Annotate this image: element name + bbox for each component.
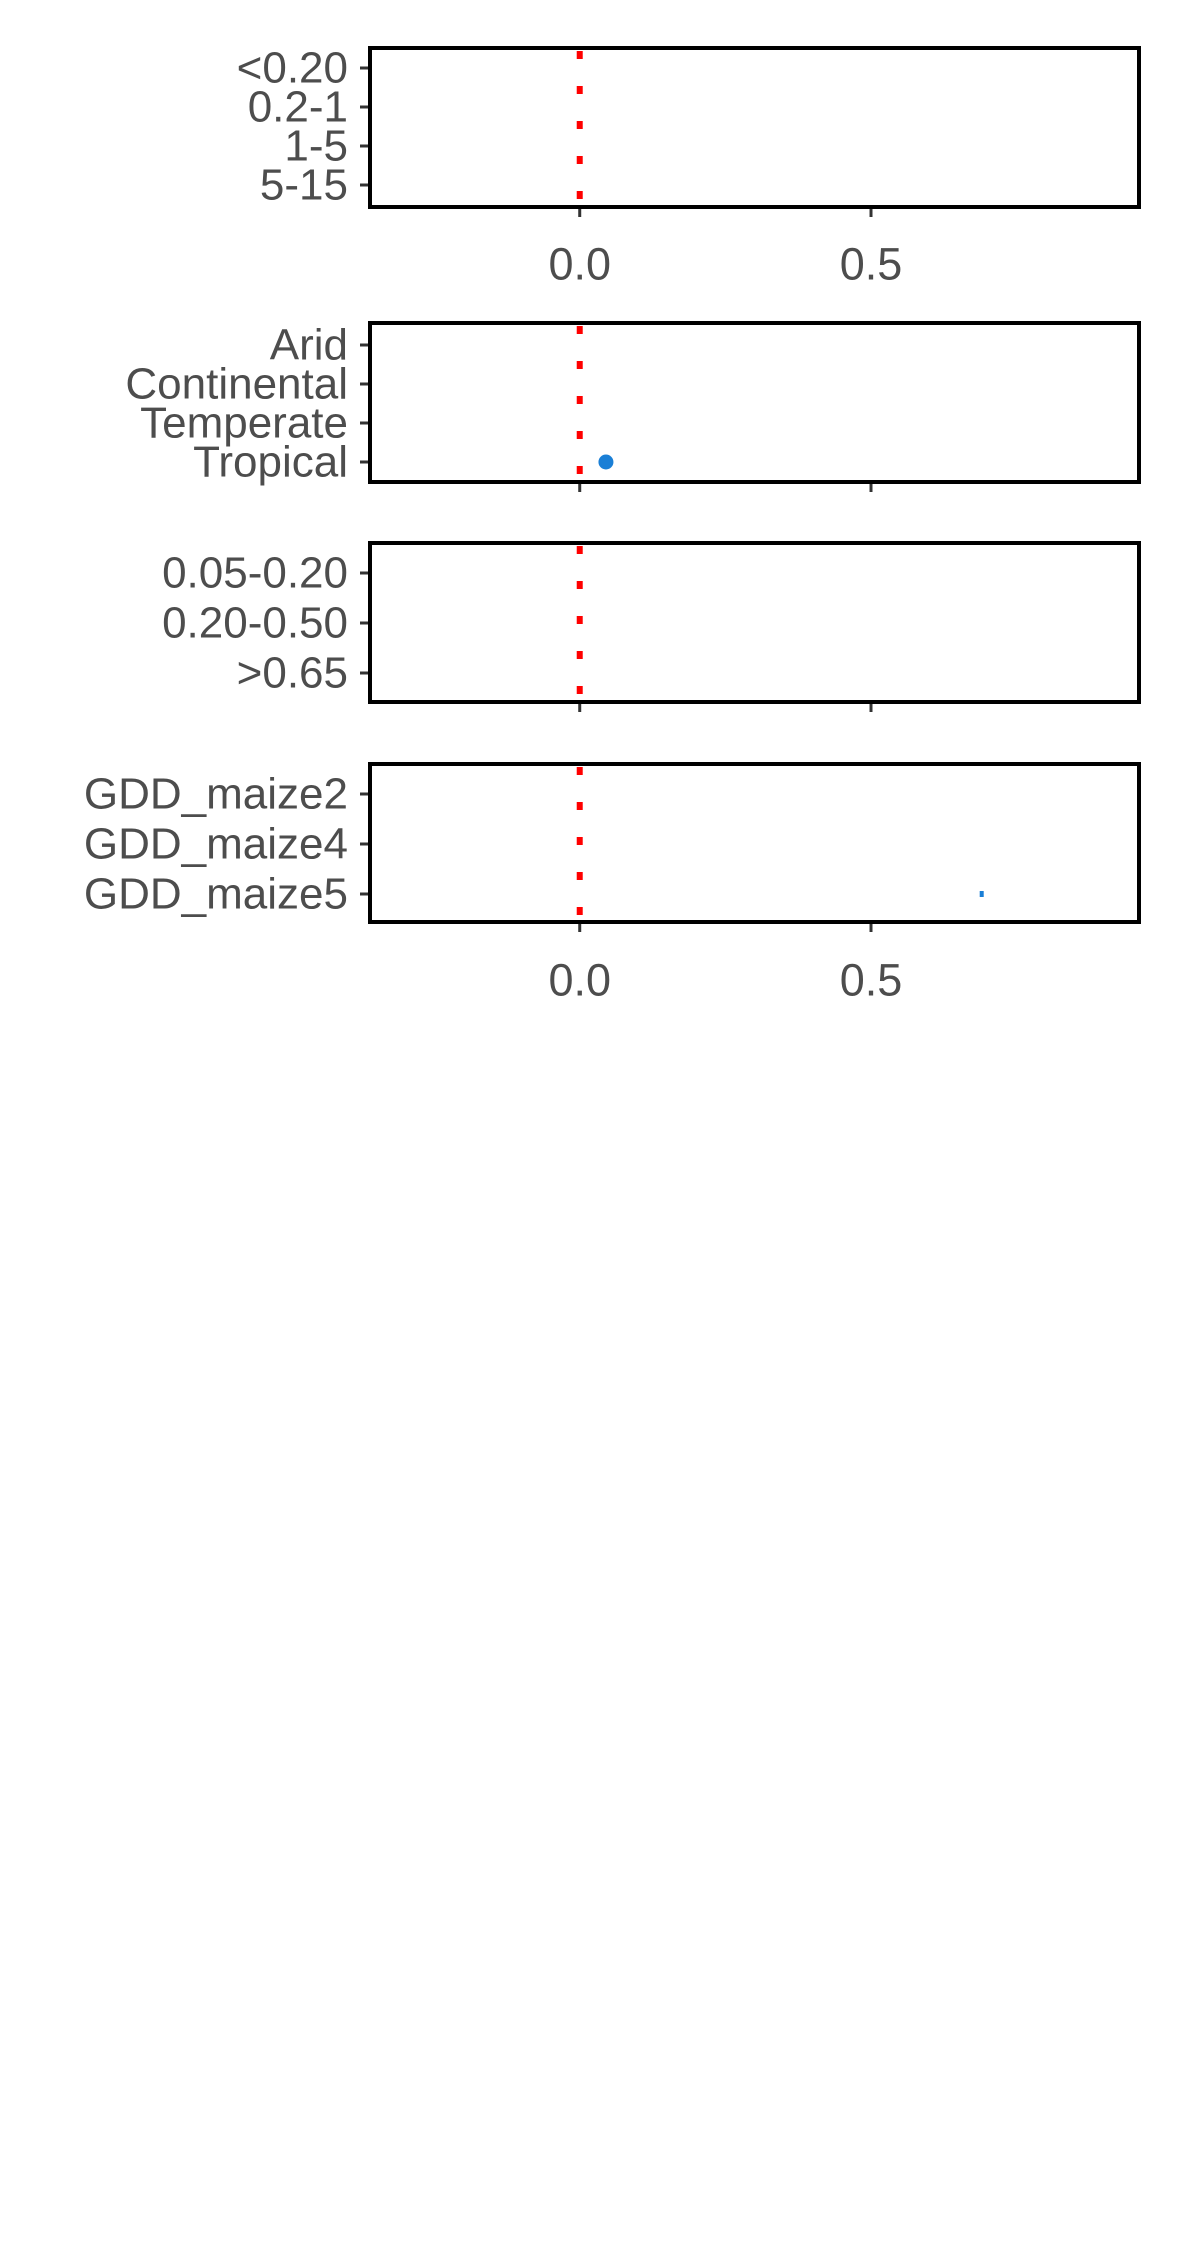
y-tick-label: 5-15: [260, 161, 348, 210]
y-tick-label: 0.20-0.50: [162, 599, 348, 648]
panel-1: <0.200.2-11-55-15 0.0 0.5: [237, 44, 1141, 290]
y-tick-label: >0.65: [237, 649, 348, 698]
y-tick-label: GDD_maize2: [84, 770, 348, 819]
y-tick-label: Temperate: [140, 399, 348, 448]
y-tick-label: Arid: [270, 321, 348, 370]
data-point: [979, 891, 984, 897]
panel-border: [368, 321, 1141, 484]
y-tick-label: Tropical: [193, 438, 348, 487]
data-point: [598, 454, 614, 470]
x-tick-label: 0.5: [840, 955, 903, 1006]
y-tick-label: GDD_maize5: [84, 870, 348, 919]
y-tick-label: 0.05-0.20: [162, 549, 348, 598]
y-tick-label: 1-5: [284, 122, 348, 171]
y-tick-label: 0.2-1: [248, 83, 348, 132]
y-tick-label: <0.20: [237, 44, 348, 93]
panel-border: [368, 762, 1141, 924]
y-tick-label: Continental: [125, 360, 348, 409]
panel-3: 0.05-0.200.20-0.50>0.65: [162, 541, 1141, 712]
panel-border: [368, 46, 1141, 209]
panel-border: [368, 541, 1141, 704]
x-tick-label: 0.5: [840, 239, 903, 290]
x-tick-label: 0.0: [548, 955, 611, 1006]
y-tick-label: GDD_maize4: [84, 820, 348, 869]
x-tick-label: 0.0: [548, 239, 611, 290]
